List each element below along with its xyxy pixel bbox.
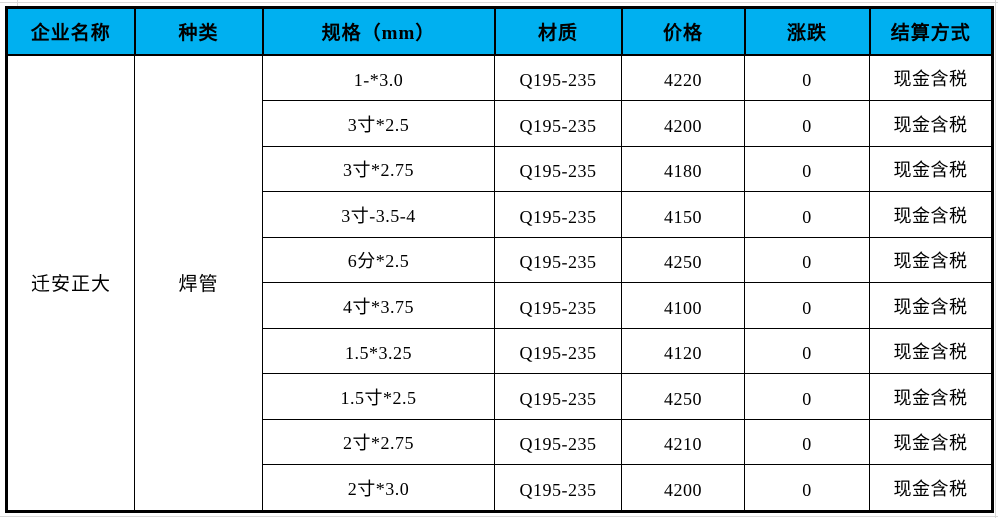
cell-material[interactable]: Q195-235: [494, 191, 622, 238]
cell-material[interactable]: Q195-235: [494, 53, 622, 102]
excel-gridline-stub: [17, 0, 18, 6]
cell-change[interactable]: 0: [744, 327, 870, 375]
cell-spec[interactable]: 4寸*3.75: [262, 282, 495, 329]
cell-settlement[interactable]: 现金含税: [869, 100, 993, 147]
cell-change[interactable]: 0: [744, 282, 870, 329]
cell-price[interactable]: 4210: [621, 418, 745, 466]
cell-spec[interactable]: 2寸*2.75: [262, 418, 495, 466]
cell-settlement[interactable]: 现金含税: [869, 191, 993, 238]
header-price[interactable]: 价格: [620, 6, 746, 56]
cell-change[interactable]: 0: [744, 53, 870, 102]
table-row: 3寸*2.75 Q195-235 4180 0 现金含税: [7, 145, 993, 193]
cell-spec[interactable]: 3寸-3.5-4: [262, 191, 495, 238]
table-row: 迁安正大 焊管 1-*3.0 Q195-235 4220 0 现金含税: [6, 53, 993, 512]
header-spec[interactable]: 规格（mm）: [261, 6, 496, 56]
table-row: 2寸*2.75 Q195-235 4210 0 现金含税: [7, 418, 993, 466]
cell-spec[interactable]: 1-*3.0: [262, 53, 495, 102]
header-category[interactable]: 种类: [133, 6, 264, 56]
excel-gridline-bottom: [0, 516, 998, 517]
header-row: 企业名称 种类 规格（mm） 材质 价格 涨跌 结算方式: [5, 6, 994, 56]
price-table: 企业名称 种类 规格（mm） 材质 价格 涨跌 结算方式 迁安正大 焊管 1-*3.…: [5, 6, 994, 513]
excel-gridline-top: [0, 2, 998, 3]
cell-settlement[interactable]: 现金含税: [869, 327, 993, 375]
cell-material[interactable]: Q195-235: [494, 100, 622, 147]
cell-material[interactable]: Q195-235: [494, 464, 622, 512]
table-row: 1.5寸*2.5 Q195-235 4250 0 现金含税: [7, 373, 993, 420]
cell-material[interactable]: Q195-235: [494, 236, 622, 284]
header-company[interactable]: 企业名称: [5, 6, 136, 56]
header-settlement[interactable]: 结算方式: [868, 6, 994, 56]
cell-price[interactable]: 4180: [621, 145, 745, 193]
cell-company-name[interactable]: 迁安正大: [6, 54, 135, 512]
header-change[interactable]: 涨跌: [743, 6, 871, 56]
cell-price[interactable]: 4120: [621, 327, 745, 375]
cell-material[interactable]: Q195-235: [494, 327, 622, 375]
cell-price[interactable]: 4150: [621, 191, 745, 238]
table-row: 2寸*3.0 Q195-235 4200 0 现金含税: [7, 464, 993, 512]
cell-settlement[interactable]: 现金含税: [869, 236, 993, 284]
excel-gridline-right: [995, 0, 996, 518]
cell-change[interactable]: 0: [744, 236, 870, 284]
cell-material[interactable]: Q195-235: [494, 373, 622, 420]
table-row: 3寸-3.5-4 Q195-235 4150 0 现金含税: [7, 191, 993, 238]
cell-material[interactable]: Q195-235: [494, 145, 622, 193]
table-row: 1.5*3.25 Q195-235 4120 0 现金含税: [7, 327, 993, 375]
cell-change[interactable]: 0: [744, 418, 870, 466]
cell-change[interactable]: 0: [744, 191, 870, 238]
cell-price[interactable]: 4250: [621, 236, 745, 284]
cell-settlement[interactable]: 现金含税: [869, 282, 993, 329]
cell-material[interactable]: Q195-235: [494, 282, 622, 329]
cell-settlement[interactable]: 现金含税: [869, 145, 993, 193]
cell-price[interactable]: 4250: [621, 373, 745, 420]
table-row: 6分*2.5 Q195-235 4250 0 现金含税: [7, 236, 993, 284]
cell-spec[interactable]: 3寸*2.5: [262, 100, 495, 147]
cell-settlement[interactable]: 现金含税: [869, 53, 993, 102]
cell-spec[interactable]: 1.5寸*2.5: [262, 373, 495, 420]
cell-price[interactable]: 4220: [621, 53, 745, 102]
table-row: 3寸*2.5 Q195-235 4200 0 现金含税: [7, 100, 993, 147]
cell-spec[interactable]: 2寸*3.0: [262, 464, 495, 512]
table-header: 企业名称 种类 规格（mm） 材质 价格 涨跌 结算方式: [5, 6, 994, 56]
table-row: 4寸*3.75 Q195-235 4100 0 现金含税: [7, 282, 993, 329]
cell-spec[interactable]: 3寸*2.75: [262, 145, 495, 193]
cell-spec[interactable]: 1.5*3.25: [262, 327, 495, 375]
cell-price[interactable]: 4100: [621, 282, 745, 329]
cell-settlement[interactable]: 现金含税: [869, 418, 993, 466]
cell-change[interactable]: 0: [744, 100, 870, 147]
cell-change[interactable]: 0: [744, 464, 870, 512]
cell-settlement[interactable]: 现金含税: [869, 373, 993, 420]
cell-settlement[interactable]: 现金含税: [869, 464, 993, 512]
cell-change[interactable]: 0: [744, 145, 870, 193]
table-body: 迁安正大 焊管 1-*3.0 Q195-235 4220 0 现金含税 3寸*2.5 Q195-…: [6, 53, 993, 512]
cell-price[interactable]: 4200: [621, 464, 745, 512]
cell-price[interactable]: 4200: [621, 100, 745, 147]
cell-spec[interactable]: 6分*2.5: [262, 236, 495, 284]
cell-material[interactable]: Q195-235: [494, 418, 622, 466]
cell-change[interactable]: 0: [744, 373, 870, 420]
header-material[interactable]: 材质: [493, 6, 623, 56]
cell-category[interactable]: 焊管: [134, 54, 263, 512]
